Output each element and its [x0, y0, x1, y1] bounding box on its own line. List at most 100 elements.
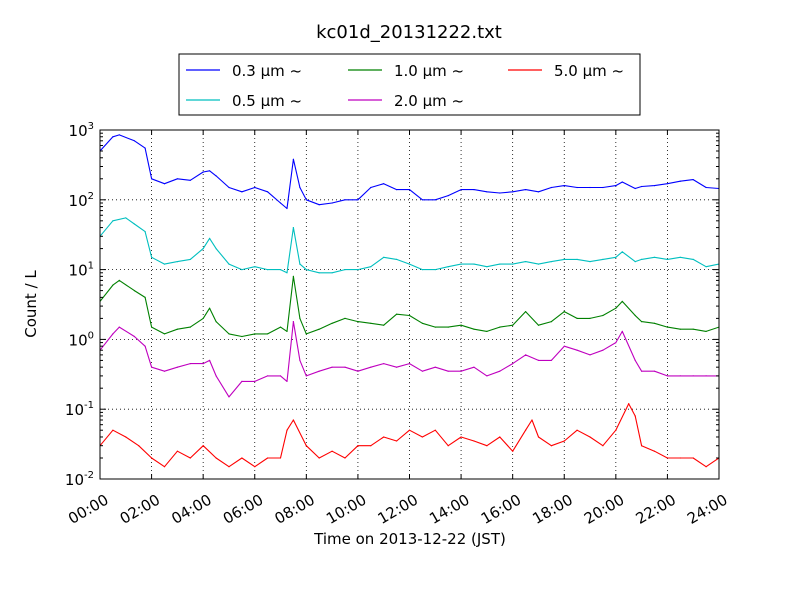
data-point: [576, 317, 578, 319]
data-point: [344, 317, 346, 319]
data-point: [202, 171, 204, 173]
data-point: [460, 324, 462, 326]
data-point: [215, 175, 217, 177]
data-point: [499, 326, 501, 328]
data-point: [163, 263, 166, 265]
data-point: [318, 328, 320, 330]
data-point: [512, 191, 514, 193]
data-point: [537, 263, 540, 265]
data-point: [396, 366, 398, 368]
data-point: [215, 321, 217, 323]
data-point: [550, 359, 553, 361]
axis-ticks: [99, 129, 720, 480]
data-point: [202, 445, 204, 447]
data-point: [525, 261, 527, 263]
data-point: [550, 445, 553, 447]
data-point: [189, 326, 191, 328]
data-point: [705, 186, 707, 189]
data-point: [641, 370, 643, 372]
data-point: [144, 345, 146, 347]
data-point: [267, 191, 269, 193]
x-tick-label: 24:00: [684, 491, 730, 528]
data-point: [705, 330, 707, 332]
data-point: [202, 363, 204, 365]
data-point: [292, 227, 294, 229]
data-point: [370, 366, 372, 368]
data-point: [615, 185, 617, 187]
y-tick-labels: 10-2 10-1 100 101 102 103: [65, 121, 94, 489]
series-layer: [100, 134, 719, 468]
data-point: [254, 333, 256, 335]
data-point: [634, 359, 636, 361]
data-point: [563, 345, 565, 347]
data-point: [344, 366, 346, 368]
data-point: [679, 180, 681, 182]
data-point: [151, 256, 153, 258]
data-point: [299, 359, 301, 361]
data-point: [176, 450, 178, 452]
data-point: [692, 179, 694, 181]
data-point: [486, 191, 488, 193]
data-point: [576, 429, 578, 431]
data-point: [473, 189, 475, 191]
data-point: [189, 179, 191, 181]
y-axis-label: Count / L: [22, 270, 40, 338]
data-point: [512, 363, 514, 365]
legend-label: 0.3 μm ~: [232, 62, 302, 80]
data-point: [473, 328, 475, 330]
legend-item: 2.0 μm ~: [348, 92, 464, 110]
data-point: [621, 300, 623, 302]
data-point: [634, 187, 636, 190]
data-point: [408, 363, 411, 365]
data-point: [370, 445, 372, 447]
data-point: [602, 314, 604, 317]
data-point: [357, 445, 359, 447]
data-point: [144, 231, 146, 233]
data-point: [357, 370, 359, 372]
data-point: [189, 258, 191, 260]
data-point: [112, 284, 114, 286]
data-point: [653, 256, 656, 258]
data-point: [286, 207, 288, 210]
data-point: [692, 457, 694, 459]
data-point: [209, 307, 211, 309]
data-point: [576, 186, 578, 189]
data-point: [634, 314, 636, 317]
data-point: [641, 445, 643, 447]
x-tick-label: 14:00: [426, 491, 472, 528]
series-line: [100, 134, 719, 210]
data-point: [396, 313, 398, 315]
data-point: [666, 457, 669, 459]
data-point: [550, 261, 553, 263]
data-point: [550, 321, 553, 323]
data-point: [305, 269, 307, 271]
data-point: [144, 296, 146, 298]
data-point: [434, 269, 436, 271]
data-point: [279, 202, 282, 204]
data-point: [589, 436, 591, 438]
data-point: [254, 266, 256, 268]
y-tick-label: 10-1: [65, 400, 94, 419]
data-point: [421, 322, 423, 324]
data-point: [176, 328, 178, 330]
data-point: [305, 445, 307, 447]
data-point: [576, 258, 578, 260]
data-point: [537, 191, 540, 193]
data-point: [209, 237, 211, 239]
data-point: [679, 375, 681, 377]
data-point: [163, 333, 166, 335]
data-point: [537, 436, 540, 438]
data-point: [621, 330, 623, 332]
data-point: [299, 317, 301, 319]
series-3: [100, 321, 719, 398]
data-point: [615, 429, 617, 431]
legend: 0.3 μm ~ 0.5 μm ~ 1.0 μm ~ 2.0 μm ~ 5.0 μm ~: [178, 53, 641, 116]
data-point: [331, 202, 333, 204]
data-point: [408, 189, 411, 191]
data-point: [589, 317, 591, 319]
data-point: [202, 248, 204, 250]
data-point: [486, 375, 488, 377]
data-point: [563, 311, 565, 313]
data-point: [653, 450, 656, 452]
data-point: [460, 189, 462, 191]
